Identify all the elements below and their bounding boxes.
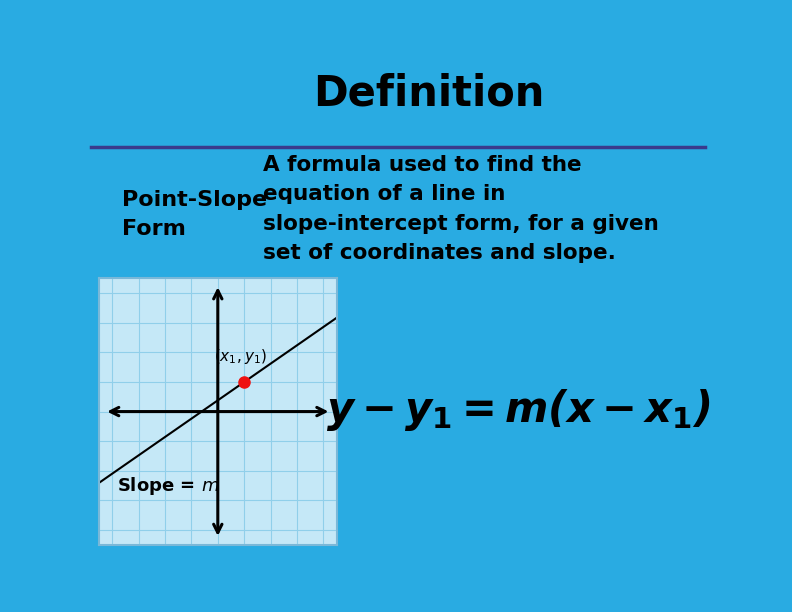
Text: $\bfit{y} - \bfit{y}_\mathbf{1} = \bfit{m}(\bfit{x} - \bfit{x}_\mathbf{1})$: $\bfit{y} - \bfit{y}_\mathbf{1} = \bfit{… — [326, 387, 711, 433]
Text: Slope = $\it{m}$: Slope = $\it{m}$ — [117, 474, 220, 496]
Text: $(x_1, y_1)$: $(x_1, y_1)$ — [214, 347, 267, 366]
Text: Point-Slope
Form: Point-Slope Form — [122, 190, 267, 239]
Text: Definition: Definition — [313, 72, 544, 114]
Text: A formula used to find the
equation of a line in
slope-intercept form, for a giv: A formula used to find the equation of a… — [263, 155, 659, 263]
